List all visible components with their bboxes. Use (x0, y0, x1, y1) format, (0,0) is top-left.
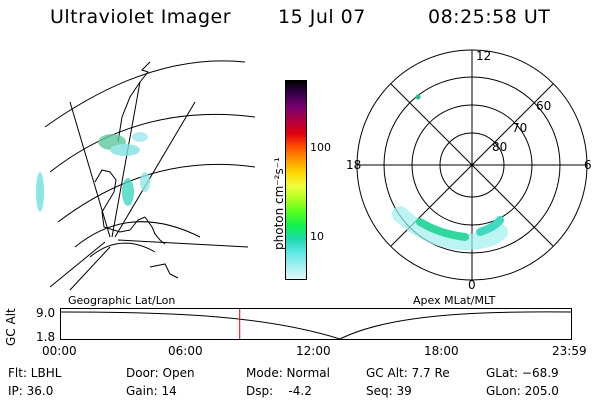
door-info: Door: Open (126, 366, 195, 380)
colorbar-tick: 10 (310, 230, 324, 243)
coastline (94, 169, 146, 233)
mlt-label-bottom: 0 (468, 278, 476, 292)
lat-arc (89, 242, 156, 258)
filter-info: Flt: LBHL (8, 366, 62, 380)
lon-line (69, 246, 111, 291)
date-label: 15 Jul 07 (278, 6, 366, 28)
coastline (144, 216, 166, 245)
apex-panel-label: Apex MLat/MLT (413, 294, 496, 307)
apex-polar-plot: 12 0 18 6 80 70 60 (346, 49, 592, 292)
dsp-info: Dsp: -4.2 (246, 384, 312, 398)
mlt-label-right: 6 (584, 158, 592, 172)
timeline-xtick: 18:00 (424, 344, 459, 358)
time-label: 08:25:58 UT (428, 6, 551, 28)
mlt-label-left: 18 (346, 158, 361, 172)
ip-info: IP: 36.0 (8, 384, 54, 398)
altitude-timeline[interactable] (60, 308, 572, 340)
aurora-oval (392, 94, 508, 251)
seq-info: Seq: 39 (366, 384, 412, 398)
lon-line (49, 241, 106, 288)
lat-label-60: 60 (536, 99, 551, 113)
gcalt-info: GC Alt: 7.7 Re (366, 366, 450, 380)
geo-panel-label: Geographic Lat/Lon (68, 294, 176, 307)
timeline-ylabel: GC Alt (4, 308, 18, 346)
gain-info: Gain: 14 (126, 384, 177, 398)
app-title: Ultraviolet Imager (50, 6, 232, 28)
timeline-ytick: 1.8 (36, 330, 56, 344)
lon-line (117, 239, 249, 248)
lon-line (114, 101, 196, 238)
colorbar (285, 80, 307, 280)
colorbar-tick: 100 (310, 141, 331, 154)
timeline-xtick: 12:00 (296, 344, 331, 358)
lon-line (69, 101, 111, 238)
lat-arc (49, 113, 256, 173)
mode-info: Mode: Normal (246, 366, 330, 380)
lat-arc (74, 221, 201, 248)
glat-info: GLat: −68.9 (486, 366, 559, 380)
timeline-xtick: 06:00 (168, 344, 203, 358)
glon-info: GLon: 205.0 (486, 384, 559, 398)
colorbar-label: photon cm⁻²s⁻¹ (272, 157, 286, 250)
lat-label-70: 70 (512, 121, 527, 135)
lat-label-80: 80 (492, 140, 507, 154)
timeline-xtick: 00:00 (42, 344, 77, 358)
coastline (117, 61, 151, 143)
lat-arc (57, 163, 256, 223)
mlt-label-top: 12 (476, 49, 491, 63)
coastline (149, 263, 179, 279)
timeline-ytick: 9.0 (36, 306, 56, 320)
aurora (36, 132, 150, 212)
timeline-xtick: 23:59 (552, 344, 587, 358)
altitude-curve (60, 311, 572, 340)
geographic-map (36, 60, 256, 291)
lon-line (111, 81, 141, 238)
